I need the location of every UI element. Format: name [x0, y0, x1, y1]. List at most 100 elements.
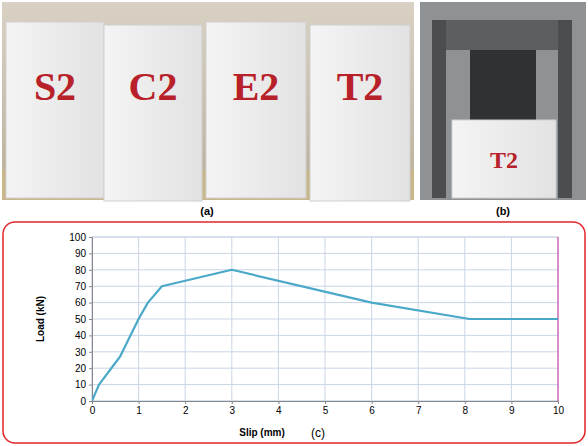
y-tick-mark [89, 352, 92, 353]
specimen-block [206, 22, 306, 198]
grid-line-x [231, 237, 232, 401]
x-tick-label: 1 [136, 405, 142, 416]
x-axis-line [93, 402, 559, 405]
y-tick-label: 60 [75, 297, 87, 308]
x-tick-mark [278, 401, 279, 404]
data-line [92, 270, 558, 401]
y-tick: 40 [75, 330, 92, 341]
y-tick-label: 40 [75, 330, 87, 341]
grid-line-x [418, 237, 419, 401]
y-tick: 80 [75, 265, 92, 276]
y-tick: 50 [75, 314, 92, 325]
panel-label: (a) [200, 205, 214, 217]
x-tick-mark [558, 401, 559, 404]
y-tick-label: 20 [75, 363, 87, 374]
y-tick-label: 10 [75, 379, 87, 390]
y-tick-mark [89, 286, 92, 287]
machine-column [432, 20, 446, 198]
y-axis-title: Load (kN) [35, 296, 46, 342]
y-tick-mark [89, 368, 92, 369]
specimen-label: T2 [337, 64, 384, 109]
x-tick-label: 7 [416, 405, 422, 416]
photo-background [2, 2, 414, 200]
grid-line-x [185, 237, 186, 401]
y-tick-mark [89, 401, 92, 402]
x-tick-label: 3 [230, 405, 236, 416]
x-tick-label: 2 [183, 405, 189, 416]
grid-line-x [278, 237, 279, 401]
y-tick: 70 [75, 281, 92, 292]
y-tick-mark [89, 385, 92, 386]
machine-frame [432, 20, 572, 50]
y-tick-label: 80 [75, 265, 87, 276]
specimen-block [310, 25, 410, 201]
y-axis-line [89, 238, 93, 402]
y-tick-label: 100 [69, 232, 86, 243]
y-tick-mark [89, 237, 92, 238]
x-tick: 2 [183, 401, 189, 416]
x-tick-label: 9 [509, 405, 515, 416]
x-tick-mark [139, 401, 140, 404]
grid-line-x [325, 237, 326, 401]
y-tick: 0 [80, 396, 92, 407]
y-tick-mark [89, 303, 92, 304]
x-tick-mark [418, 401, 419, 404]
x-tick-mark [465, 401, 466, 404]
x-tick-mark [325, 401, 326, 404]
x-tick: 1 [136, 401, 142, 416]
x-tick: 5 [323, 401, 329, 416]
y-tick-mark [89, 335, 92, 336]
x-tick-mark [185, 401, 186, 404]
y-tick-label: 30 [75, 347, 87, 358]
x-tick: 0 [90, 401, 96, 416]
x-axis: 0 1 2 3 4 5 6 7 8 9 10 [90, 401, 565, 416]
specimen-label: S2 [34, 64, 76, 109]
x-tick-label: 8 [463, 405, 469, 416]
grid [92, 237, 558, 401]
y-tick: 20 [75, 363, 92, 374]
x-tick: 4 [276, 401, 282, 416]
chart-frame [3, 222, 585, 443]
specimen-block [6, 22, 104, 198]
y-tick: 30 [75, 347, 92, 358]
plot-marks [92, 270, 558, 401]
x-tick: 9 [509, 401, 515, 416]
x-tick-label: 5 [323, 405, 329, 416]
x-tick-label: 4 [276, 405, 282, 416]
x-tick-label: 0 [90, 405, 96, 416]
x-tick: 10 [553, 401, 565, 416]
photo-a: S2 C2 E2 T2 [2, 2, 414, 201]
panel-label: (b) [496, 205, 510, 217]
specimen-label: E2 [233, 64, 280, 109]
photo-background [420, 2, 586, 200]
x-tick-label: 10 [553, 405, 565, 416]
y-tick: 60 [75, 297, 92, 308]
x-tick-mark [372, 401, 373, 404]
y-tick: 10 [75, 379, 92, 390]
y-tick-mark [89, 270, 92, 271]
machine-plate [470, 50, 536, 120]
y-tick-label: 0 [80, 396, 86, 407]
grid-line-x [371, 237, 372, 401]
specimen-label: T2 [490, 147, 518, 173]
y-tick-label: 70 [75, 281, 87, 292]
y-tick: 90 [75, 248, 92, 259]
x-tick: 7 [416, 401, 422, 416]
y-tick: 100 [69, 232, 92, 243]
specimen-block [104, 25, 202, 201]
x-tick: 8 [463, 401, 469, 416]
y-tick-mark [89, 319, 92, 320]
specimen-block [452, 120, 556, 198]
specimen-label: C2 [129, 64, 178, 109]
photo-b: T2 [420, 2, 586, 200]
x-axis-title: Slip (mm) [239, 427, 285, 438]
machine-column [558, 20, 572, 198]
x-tick: 3 [230, 401, 236, 416]
x-tick-mark [511, 401, 512, 404]
x-tick: 6 [369, 401, 375, 416]
y-tick-mark [89, 253, 92, 254]
y-tick-label: 50 [75, 314, 87, 325]
plot-border [92, 237, 558, 401]
y-tick-label: 90 [75, 248, 87, 259]
x-tick-mark [232, 401, 233, 404]
